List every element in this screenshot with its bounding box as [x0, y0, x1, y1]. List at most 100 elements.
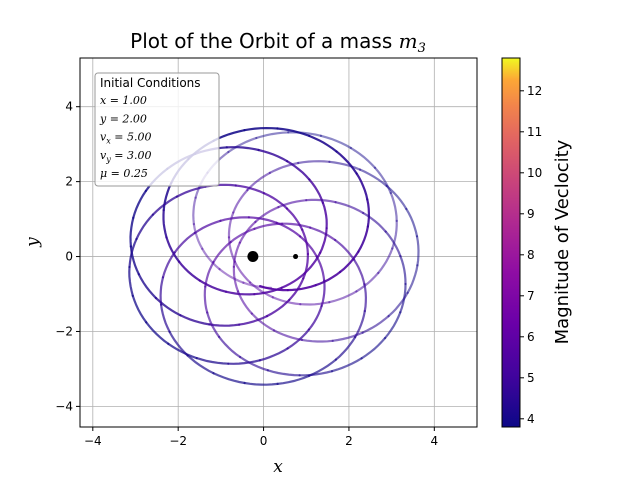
orbit-segment [308, 134, 338, 153]
y-tick-label: 0 [65, 250, 73, 264]
orbit-segment [178, 260, 201, 282]
legend-entry: x = 1.00 [100, 94, 147, 107]
chart-title-subscript: 3 [418, 41, 426, 56]
orbit-segment [305, 198, 337, 204]
orbit-segment [328, 160, 362, 171]
orbit-segment [250, 312, 276, 332]
x-tick-label: 2 [345, 434, 353, 448]
orbit-segment [286, 284, 317, 292]
orbit-segment [161, 251, 176, 279]
orbit-segment [253, 286, 283, 296]
orbit-segment [218, 268, 245, 284]
orbit-segment [204, 261, 215, 288]
y-axis-ticks: −4 −2 0 2 4 [55, 100, 80, 413]
orbit-segment [334, 201, 365, 215]
orbit-segment [175, 185, 207, 198]
orbit-segment [280, 272, 306, 289]
legend-entry: vy = 3.00 [100, 149, 151, 164]
orbit-segment [192, 196, 197, 226]
orbit-segment [387, 291, 409, 318]
orbit-segment [361, 315, 390, 334]
colorbar-tick-label: 6 [527, 330, 535, 344]
x-axis-label: x [273, 457, 283, 477]
orbit-segment [225, 146, 260, 152]
x-axis-ticks: −4 −2 0 2 4 [84, 427, 438, 448]
orbit-segment [276, 127, 311, 137]
colorbar-tick-label: 7 [527, 289, 535, 303]
orbit-segment [227, 211, 235, 239]
orbit-segment [334, 336, 357, 361]
orbit-segment [385, 184, 408, 210]
legend-symbol: v [100, 149, 107, 162]
orbit-segment [330, 357, 363, 373]
orbit-segment [258, 347, 289, 362]
plot-area: −4 −2 0 2 4 −4 −2 0 2 4 [55, 57, 478, 448]
orbit-segment [287, 131, 322, 137]
x-tick-label: 4 [430, 434, 438, 448]
orbit-segment [349, 146, 377, 169]
orbit-segment [160, 303, 171, 333]
orbit-segment [128, 237, 138, 269]
orbit-segment [384, 311, 402, 340]
colorbar-tick-label: 10 [527, 166, 542, 180]
mass-1-marker [247, 251, 259, 263]
orbit-segment [243, 381, 279, 386]
orbit-segment [219, 216, 250, 222]
legend-symbol: x [100, 94, 107, 107]
orbit-segment [298, 370, 334, 377]
orbit-segment [179, 314, 211, 326]
orbit-segment [328, 290, 358, 304]
legend-value: = 5.00 [111, 131, 152, 144]
orbit-segment [165, 236, 181, 263]
y-tick-label: 2 [65, 175, 73, 189]
legend-value: = 0.25 [107, 167, 148, 180]
orbit-segment [319, 134, 352, 150]
mass-2-marker [293, 254, 299, 260]
orbit-segment [151, 195, 178, 216]
chart-title-math: m [399, 29, 418, 53]
orbit-segment [314, 270, 342, 287]
orbit-segment [255, 131, 290, 140]
orbit-segment [203, 285, 209, 314]
colorbar-gradient [501, 57, 521, 428]
orbit-segment [132, 189, 147, 219]
colorbar-label: Magnitude of Veclocity [552, 139, 573, 344]
orbit-segment [254, 206, 280, 223]
plot-frame [79, 57, 478, 428]
colorbar-tick-label: 12 [527, 84, 542, 98]
orbit-segment [233, 260, 252, 284]
legend-entry: vx = 5.00 [100, 131, 151, 146]
orbit-segment [131, 294, 148, 324]
legend-value: = 3.00 [111, 149, 152, 162]
orbit-segment [206, 311, 221, 338]
orbit-segment [195, 357, 230, 365]
legend-entry: y = 2.00 [99, 112, 147, 125]
colorbar-tick-label: 8 [527, 248, 535, 262]
orbit-segment [257, 148, 289, 163]
orbit-segment [355, 271, 380, 293]
masses [247, 251, 299, 263]
orbit-segment [192, 223, 204, 250]
orbit-segment [198, 279, 227, 293]
legend-symbol: v [100, 131, 107, 144]
orbit-segment [173, 231, 196, 254]
orbit-segment [339, 250, 360, 273]
orbit-segment [303, 251, 322, 275]
orbit-segment [258, 285, 289, 292]
colorbar: 4 5 6 7 8 9 10 11 12 Magnitude of Veclocity [501, 57, 573, 428]
orbit-segment [358, 168, 388, 187]
orbit-segment [268, 161, 300, 174]
colorbar-tick-label: 11 [527, 125, 542, 139]
orbit-segment [159, 276, 165, 306]
x-tick-label: −2 [169, 434, 187, 448]
orbit-segment [265, 298, 291, 318]
legend-title: Initial Conditions [100, 76, 201, 90]
orbit-segment [266, 369, 301, 377]
orbit-segment [229, 227, 256, 244]
orbit-segment [277, 199, 308, 209]
orbit-segment [299, 301, 331, 306]
orbit-segment [249, 281, 274, 299]
